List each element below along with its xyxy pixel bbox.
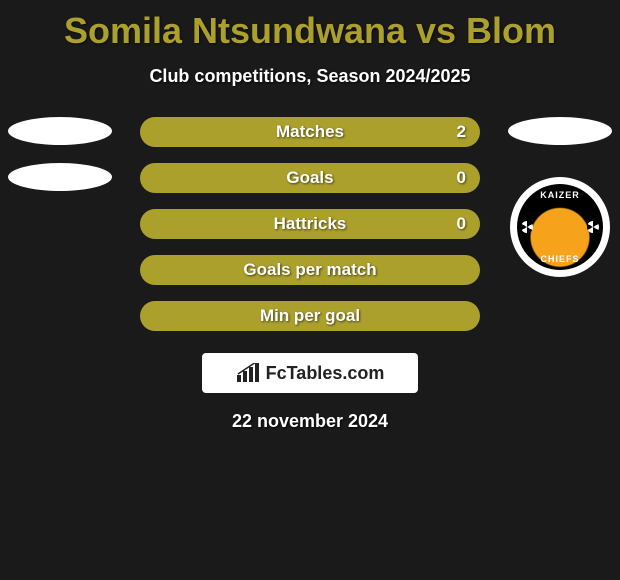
stat-value-right: 2 <box>457 122 466 142</box>
stat-bar-hattricks: Hattricks 0 <box>140 209 480 239</box>
stat-bars: Matches 2 Goals 0 Hattricks 0 Goals per … <box>140 117 480 331</box>
soccer-ball-icon <box>587 221 599 233</box>
stat-value-right: 0 <box>457 214 466 234</box>
stat-label: Goals per match <box>243 260 376 280</box>
subtitle: Club competitions, Season 2024/2025 <box>0 66 620 87</box>
bar-chart-icon <box>236 363 262 383</box>
stat-label: Goals <box>286 168 333 188</box>
placeholder-ellipse-icon <box>8 163 112 191</box>
stat-bar-goals-per-match: Goals per match <box>140 255 480 285</box>
right-player-badges: KAIZER CHIEFS <box>508 117 612 277</box>
stat-bar-matches: Matches 2 <box>140 117 480 147</box>
stat-label: Hattricks <box>274 214 347 234</box>
footer-brand-text: FcTables.com <box>266 363 385 384</box>
stat-value-right: 0 <box>457 168 466 188</box>
stats-area: KAIZER CHIEFS Matches 2 Goals 0 Hattrick… <box>0 117 620 331</box>
date-text: 22 november 2024 <box>0 411 620 432</box>
stat-bar-goals: Goals 0 <box>140 163 480 193</box>
kaizer-chiefs-crest-icon: KAIZER CHIEFS <box>510 177 610 277</box>
footer-brand-badge: FcTables.com <box>202 353 418 393</box>
placeholder-ellipse-icon <box>8 117 112 145</box>
crest-text-top: KAIZER <box>540 190 580 200</box>
page-title: Somila Ntsundwana vs Blom <box>0 0 620 52</box>
crest-text-bottom: CHIEFS <box>540 254 579 264</box>
stat-label: Min per goal <box>260 306 360 326</box>
stat-bar-min-per-goal: Min per goal <box>140 301 480 331</box>
left-player-badges <box>8 117 112 191</box>
soccer-ball-icon <box>521 221 533 233</box>
stat-label: Matches <box>276 122 344 142</box>
placeholder-ellipse-icon <box>508 117 612 145</box>
